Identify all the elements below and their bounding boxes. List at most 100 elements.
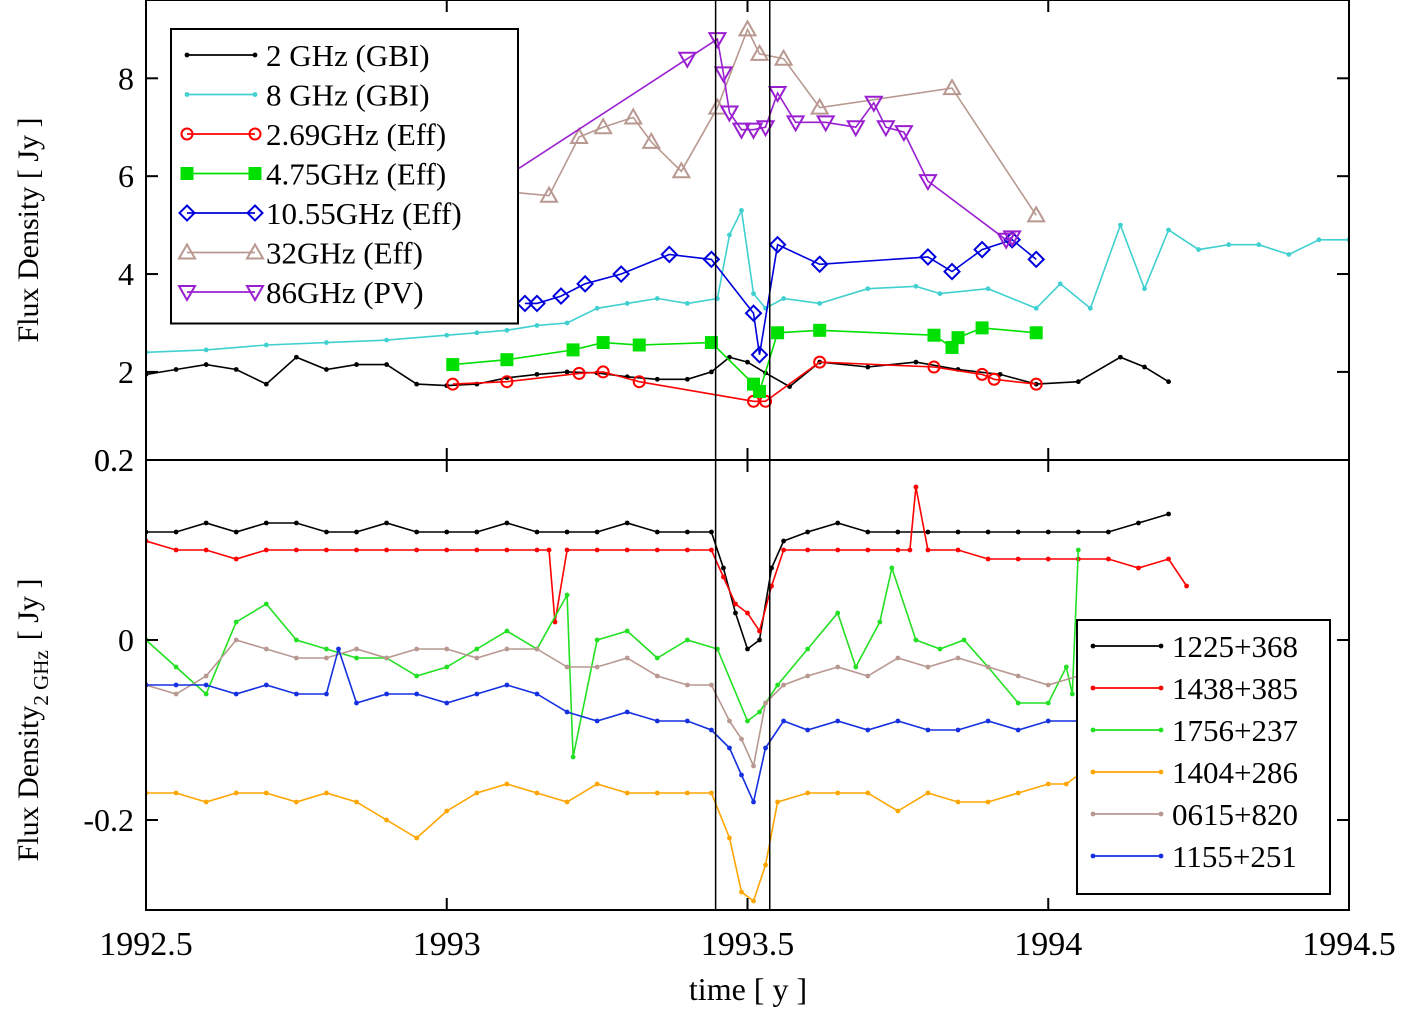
data-point-1438-385-9 xyxy=(414,547,420,553)
legend-marker-1155-251-b xyxy=(1158,853,1164,859)
data-point-1225-368-32 xyxy=(985,529,991,535)
data-point-0615-820-6 xyxy=(324,655,329,661)
data-point-1225-368-7 xyxy=(354,529,359,535)
data-point-1155-251-23 xyxy=(751,799,756,805)
data-point-1155-251-3 xyxy=(233,691,239,697)
data-point-86ghz-pv-13 xyxy=(876,120,896,138)
legend-marker-32ghz-eff-a xyxy=(177,242,197,260)
x-tick-label: 1994 xyxy=(1014,926,1082,963)
data-point-4-75ghz-eff-9 xyxy=(813,323,827,337)
data-point-1404-286-3 xyxy=(233,790,239,796)
data-point-1756-237-24 xyxy=(805,646,811,652)
data-point-0615-820-3 xyxy=(233,637,239,643)
data-point-0615-820-18 xyxy=(684,682,690,688)
data-point-1155-251-17 xyxy=(624,709,630,715)
data-point-2-ghz-gbi-5 xyxy=(293,354,299,360)
data-point-1155-251-14 xyxy=(534,691,540,697)
data-point-1225-368-27 xyxy=(835,520,841,526)
data-point-1225-368-10 xyxy=(444,529,450,535)
legend-marker-1404-286-a xyxy=(1090,769,1096,775)
data-point-2-69ghz-eff-7 xyxy=(813,355,827,369)
data-point-1404-286-29 xyxy=(925,790,931,796)
data-point-1404-286-32 xyxy=(1015,790,1021,796)
data-point-1438-385-5 xyxy=(293,547,299,553)
data-point-0615-820-20 xyxy=(727,718,732,724)
data-point-1155-251-13 xyxy=(504,682,510,688)
data-point-86ghz-pv-5 xyxy=(731,122,752,140)
data-point-1225-368-13 xyxy=(534,529,540,535)
data-point-1756-237-33 xyxy=(1015,700,1021,706)
data-point-1155-251-11 xyxy=(444,700,450,706)
legend-marker-2-69ghz-eff-a xyxy=(180,127,194,141)
data-point-8-ghz-gbi-27 xyxy=(1087,305,1093,311)
data-point-1756-237-12 xyxy=(504,628,510,634)
data-point-2-69ghz-eff-11 xyxy=(1029,377,1043,391)
data-point-1756-237-34 xyxy=(1045,700,1051,706)
data-point-1404-286-30 xyxy=(955,799,961,805)
data-point-0615-820-10 xyxy=(444,646,450,652)
data-point-1438-385-40 xyxy=(1106,556,1111,562)
data-point-86ghz-pv-12 xyxy=(864,95,884,113)
data-point-1404-286-11 xyxy=(474,790,480,796)
data-point-1155-251-31 xyxy=(955,727,961,733)
legend-marker-86ghz-pv-a xyxy=(177,285,197,303)
data-point-1225-368-34 xyxy=(1045,529,1051,535)
data-point-1438-385-8 xyxy=(384,547,389,553)
y-tick-label: 2 xyxy=(118,354,134,390)
data-point-1404-286-33 xyxy=(1045,781,1051,787)
data-point-1756-237-19 xyxy=(684,637,690,643)
data-point-1225-368-18 xyxy=(684,529,690,535)
data-point-8-ghz-gbi-15 xyxy=(727,232,732,238)
data-point-1225-368-30 xyxy=(925,529,931,535)
y-tick-label: 4 xyxy=(118,256,134,292)
data-point-1438-385-10 xyxy=(444,547,450,553)
data-point-1155-251-26 xyxy=(805,727,811,733)
data-point-1404-286-21 xyxy=(739,889,744,895)
series-line-1155-251 xyxy=(146,646,1079,805)
data-point-10-55ghz-eff-11 xyxy=(919,248,937,266)
data-point-4-75ghz-eff-8 xyxy=(771,326,785,340)
data-point-1404-286-1 xyxy=(173,790,179,796)
data-point-1756-237-17 xyxy=(624,628,630,634)
legend-marker-0615-820-a xyxy=(1090,811,1096,817)
data-point-4-75ghz-eff-11 xyxy=(945,340,959,354)
data-point-8-ghz-gbi-19 xyxy=(781,296,786,301)
data-point-32ghz-eff-2 xyxy=(569,127,589,145)
data-point-8-ghz-gbi-35 xyxy=(1316,237,1322,243)
series-line-1438-385 xyxy=(146,486,1188,633)
data-point-2-69ghz-eff-0 xyxy=(446,377,460,391)
data-point-8-ghz-gbi-32 xyxy=(1226,242,1232,248)
data-point-1404-286-31 xyxy=(985,799,991,805)
data-point-1756-237-6 xyxy=(324,646,329,652)
y-tick-label: 6 xyxy=(118,158,134,194)
data-point-8-ghz-gbi-20 xyxy=(817,301,823,306)
data-point-86ghz-pv-17 xyxy=(1002,230,1022,248)
data-point-0615-820-32 xyxy=(1015,673,1021,679)
data-point-1225-368-12 xyxy=(504,520,510,526)
data-point-2-ghz-gbi-30 xyxy=(1075,379,1081,385)
legend-label-32ghz-eff: 32GHz (Eff) xyxy=(266,236,423,271)
bottom-y-label-main: Flux Density xyxy=(12,706,45,862)
data-point-8-ghz-gbi-25 xyxy=(1033,305,1039,311)
data-point-1438-385-28 xyxy=(805,547,811,553)
legend-label-8-ghz-gbi: 8 GHz (GBI) xyxy=(266,78,430,113)
data-point-1756-237-3 xyxy=(233,619,239,625)
data-point-8-ghz-gbi-17 xyxy=(751,291,756,297)
data-point-1404-286-2 xyxy=(203,799,209,805)
data-point-1756-237-14 xyxy=(564,592,570,598)
data-point-1404-286-14 xyxy=(564,799,570,805)
legend-marker-86ghz-pv-b xyxy=(245,285,265,303)
legend-label-2-ghz-gbi: 2 GHz (GBI) xyxy=(266,38,430,73)
data-point-86ghz-pv-11 xyxy=(846,120,866,138)
series-1404-286 xyxy=(146,772,1081,904)
data-point-1404-286-4 xyxy=(263,790,269,796)
data-point-1225-368-9 xyxy=(414,529,420,535)
top-panel: 0.2 2 4 6 8 Flux Density [ Jy ] 2 GHz (GBI) 8… xyxy=(12,0,1350,478)
data-point-1155-251-20 xyxy=(709,727,714,733)
data-point-2-ghz-gbi-4 xyxy=(263,381,269,387)
data-point-4-75ghz-eff-3 xyxy=(596,336,610,350)
legend-label-1225-368: 1225+368 xyxy=(1172,629,1298,664)
series-0615-820 xyxy=(146,637,1081,769)
